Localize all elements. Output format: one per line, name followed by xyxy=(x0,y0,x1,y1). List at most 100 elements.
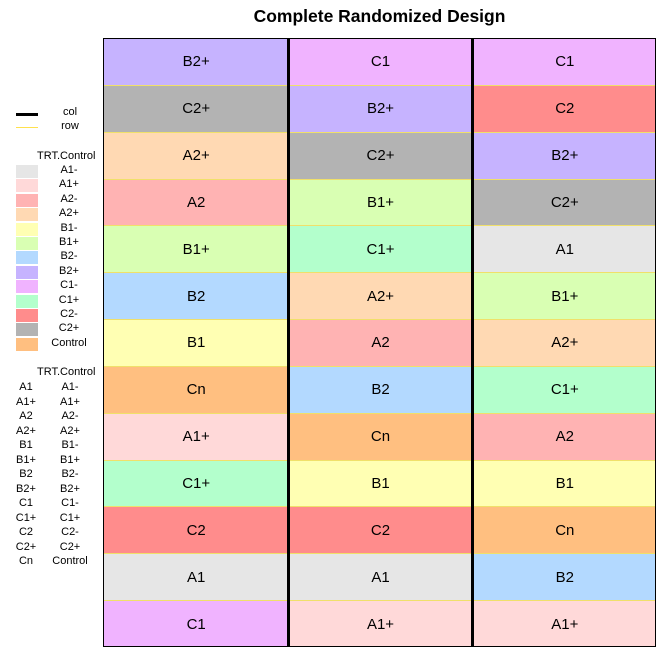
grid-cell: B1+ xyxy=(104,226,289,274)
grid-cell: B2+ xyxy=(472,132,655,180)
legend-line-col xyxy=(16,113,38,116)
legend-swatch xyxy=(16,179,38,193)
legend-swatch xyxy=(16,193,38,207)
legend-swatch xyxy=(16,294,38,308)
legend-swatch xyxy=(16,280,38,294)
grid-cell: C2 xyxy=(104,507,289,555)
legend-title: TRT.Control xyxy=(37,366,96,378)
legend-label: col xyxy=(62,106,78,118)
legend-swatch xyxy=(16,323,38,337)
legend-key-label: B1- xyxy=(61,439,79,451)
legend-key-label: Control xyxy=(52,555,88,567)
legend-key: A1 xyxy=(19,381,33,393)
grid-cell: A2 xyxy=(472,413,655,461)
legend-key-label: B1+ xyxy=(60,453,80,466)
grid-cell: C1+ xyxy=(288,226,473,274)
legend-key-label: C2- xyxy=(61,526,79,538)
legend-swatch xyxy=(16,251,38,265)
grid-cell: A2 xyxy=(288,320,473,367)
legend-key-label: A1- xyxy=(61,381,79,393)
legend-key-label: A1+ xyxy=(60,395,80,408)
grid-cell: A1 xyxy=(472,226,655,274)
legend-label: C2- xyxy=(60,308,78,320)
grid-cell: B1+ xyxy=(472,273,655,321)
grid-cell: C1+ xyxy=(104,460,289,508)
grid-cell: C1+ xyxy=(472,366,655,414)
legend-swatch xyxy=(16,265,38,279)
legend-label: A2+ xyxy=(59,207,79,220)
grid-cell: A1+ xyxy=(472,601,655,646)
legend-label: B1- xyxy=(60,221,78,234)
legend-key-label: B2- xyxy=(61,468,79,480)
grid-cell: B1 xyxy=(288,460,473,508)
legend-key: B1 xyxy=(19,439,33,451)
legend-label: A1+ xyxy=(59,178,79,191)
legend-key-label: C1- xyxy=(61,497,79,509)
legend-label: B1+ xyxy=(59,236,79,248)
legend-swatch xyxy=(16,208,38,222)
grid-cell: B1+ xyxy=(288,179,473,227)
legend-key: Cn xyxy=(18,555,34,567)
grid-cell: C2+ xyxy=(288,132,473,180)
grid-cell: B2 xyxy=(288,366,473,414)
grid-cell: A2+ xyxy=(104,132,289,180)
legend-key-label: B2+ xyxy=(60,482,80,495)
grid-cell: A1+ xyxy=(104,413,289,461)
grid-cell: B2 xyxy=(104,273,289,321)
grid-cell: B2+ xyxy=(104,39,289,86)
legend-key-label: A2+ xyxy=(60,424,80,437)
grid-cell: Cn xyxy=(104,366,289,414)
legend-swatch xyxy=(16,222,38,236)
legend-key: B2 xyxy=(19,468,33,480)
legend-title: TRT.Control xyxy=(37,150,96,162)
legend-label: C1- xyxy=(60,279,78,292)
legend-label: C1+ xyxy=(58,293,80,306)
legend-swatch xyxy=(16,337,38,351)
legend-key: B1+ xyxy=(16,453,36,466)
legend-label: A1- xyxy=(60,164,78,176)
legend-swatch xyxy=(16,165,38,178)
legend-swatch xyxy=(16,237,38,250)
legend-label: A2- xyxy=(60,192,78,205)
design-grid: B2+ C1 C1 C2+ B2+ C2 A2+ C2+ B2+ A2 B1+ C2+ B1+ C1+ A1… xyxy=(103,38,656,647)
grid-cell: B2 xyxy=(472,554,655,602)
legend-key: A2 xyxy=(19,410,33,422)
legend-key-label: C1+ xyxy=(59,511,81,524)
grid-cell: A2 xyxy=(104,179,289,227)
legend-line-row xyxy=(16,127,38,128)
legend-key: C2 xyxy=(18,526,34,538)
column-divider xyxy=(286,39,290,646)
legend-key: C1 xyxy=(18,497,34,509)
grid-cell: C2+ xyxy=(472,179,655,227)
grid-cell: A1 xyxy=(288,554,473,602)
grid-cell: A1+ xyxy=(288,601,473,646)
legend-key: B2+ xyxy=(16,482,36,495)
grid-cell: B1 xyxy=(104,320,289,367)
grid-cell: C1 xyxy=(472,39,655,86)
grid-cell: A2+ xyxy=(288,273,473,321)
grid-cell: A2+ xyxy=(472,320,655,367)
chart-title: Complete Randomized Design xyxy=(253,6,506,26)
legend-swatch xyxy=(16,309,38,322)
legend-label: C2+ xyxy=(58,322,80,335)
grid-cell: C2 xyxy=(288,507,473,555)
grid-cell: C2 xyxy=(472,85,655,133)
grid-cell: A1 xyxy=(104,554,289,602)
grid-cell: C1 xyxy=(104,601,289,646)
legend-key: A1+ xyxy=(16,395,36,408)
grid-cell: B1 xyxy=(472,460,655,508)
grid-cell: C1 xyxy=(288,39,473,86)
legend-key: A2+ xyxy=(16,424,36,437)
legend-key-label: C2+ xyxy=(59,540,81,553)
legend-key: C1+ xyxy=(15,511,37,524)
legend-label: row xyxy=(61,120,79,132)
legend-label: B2- xyxy=(60,250,78,263)
legend-label: B2+ xyxy=(59,264,79,277)
legend-label: Control xyxy=(51,336,87,349)
grid-cell: B2+ xyxy=(288,85,473,133)
grid-cell: Cn xyxy=(472,507,655,555)
grid-cell: Cn xyxy=(288,413,473,461)
grid-cell: C2+ xyxy=(104,85,289,133)
column-divider xyxy=(471,39,475,646)
legend-key-label: A2- xyxy=(61,410,79,422)
